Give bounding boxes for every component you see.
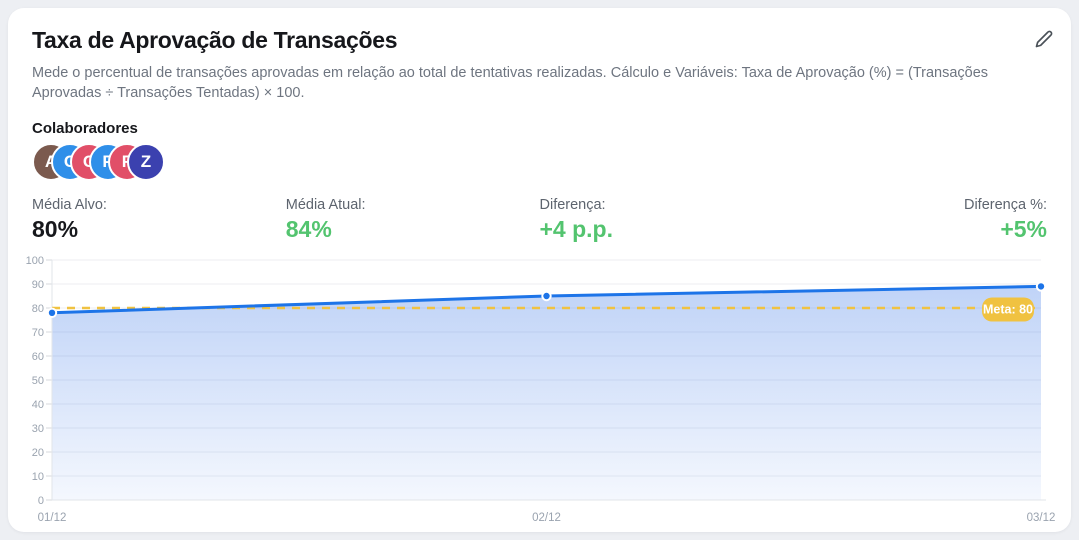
page-title: Taxa de Aprovação de Transações [32,27,398,53]
y-axis-tick-label: 40 [32,399,44,411]
metric-media-alvo: Média Alvo: 80% [32,196,286,242]
y-axis-tick-label: 100 [26,255,44,267]
target-badge [982,297,1034,322]
avatar[interactable]: Z [127,143,165,181]
collaborators-avatar-stack: A C C P F Z [32,143,1047,181]
target-badge-label: Meta: 80 [983,303,1033,317]
metric-label: Diferença: [539,197,606,213]
kpi-description: Mede o percentual de transações aprovada… [32,65,989,101]
metric-media-atual: Média Atual: 84% [286,196,540,242]
card-header: Taxa de Aprovação de Transações [32,26,1053,54]
y-axis-tick-label: 20 [32,447,44,459]
metric-label: Média Alvo: [32,197,107,213]
metrics-row: Média Alvo: 80% Média Atual: 84% Diferen… [32,196,1047,242]
metric-value-0: 80% [32,216,79,242]
x-axis-tick-label: 03/12 [1027,512,1056,524]
approval-rate-chart[interactable]: 0 10 20 30 40 50 60 70 80 90 100 Meta: 80 01/12 02/12… [26,254,1056,532]
y-axis-tick-label: 70 [32,327,44,339]
metric-value-1: 84% [285,216,332,242]
y-axis-tick-label: 90 [32,279,44,291]
kpi-card: Taxa de Aprovação de Transações Mede o p… [8,8,1071,532]
metric-value-3: +5% [1000,216,1047,242]
y-axis-tick-label: 80 [32,303,44,315]
metric-value-2: +4 p.p. [539,216,614,242]
y-axis-tick-label: 60 [32,351,44,363]
area-fill [52,286,1041,500]
data-point [541,290,552,302]
pencil-icon [1035,30,1053,48]
data-point [46,307,58,318]
metric-label: Média Atual: [285,197,366,213]
line-chart-svg[interactable]: 0 10 20 30 40 50 60 70 80 90 100 Meta: 80 01/12 02/12… [26,254,1056,532]
collaborators-label: Colaboradores [32,120,138,137]
y-axis-tick-label: 30 [32,423,44,435]
metric-diferenca-pct: Diferença %: +5% [793,196,1047,242]
y-axis-tick-label: 50 [32,375,44,387]
y-axis-tick-label: 10 [32,471,44,483]
x-axis-tick-label: 01/12 [38,512,67,524]
y-axis-tick-label: 0 [38,495,44,507]
metric-diferenca: Diferença: +4 p.p. [540,196,794,242]
metric-label: Diferença %: [963,197,1047,213]
x-axis-tick-label: 02/12 [532,512,561,524]
data-point [1035,281,1047,292]
edit-button[interactable] [1035,30,1053,48]
